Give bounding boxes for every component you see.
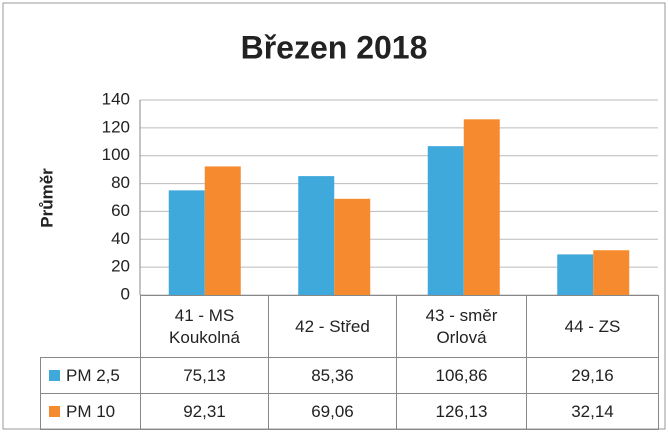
- bar: [557, 254, 594, 295]
- data-table: 41 - MS Koukolná 42 - Střed 43 - směr Orlo…: [40, 295, 659, 430]
- x-tick-label: 41 - MS Koukolná: [140, 295, 269, 358]
- bar: [298, 176, 335, 295]
- y-axis-label: Průměr: [37, 168, 56, 228]
- legend-label: PM 10: [66, 401, 116, 421]
- x-tick-label: 44 - ZS: [526, 295, 659, 358]
- series-row: PM 10 92,31 69,06 126,13 32,14: [40, 393, 659, 430]
- y-tick-label: 40: [111, 229, 130, 248]
- y-tick-label: 0: [121, 284, 130, 303]
- x-tick-label: 42 - Střed: [268, 295, 397, 358]
- data-label: 126,13: [396, 393, 527, 430]
- x-tick-label: 43 - směr Orlová: [396, 295, 527, 358]
- data-label: 106,86: [396, 357, 527, 394]
- bar: [593, 250, 630, 295]
- bar: [168, 190, 205, 295]
- y-tick-label: 80: [111, 173, 130, 192]
- data-label: 75,13: [140, 357, 269, 394]
- bar: [204, 166, 241, 295]
- data-label: 85,36: [268, 357, 397, 394]
- y-tick-label: 100: [102, 145, 130, 164]
- legend-label: PM 2,5: [66, 365, 120, 385]
- bar: [334, 198, 371, 295]
- y-tick-label: 140: [102, 89, 130, 108]
- legend-item: PM 2,5: [40, 357, 141, 394]
- data-label: 29,16: [526, 357, 659, 394]
- bar: [427, 146, 464, 295]
- bar: [463, 119, 500, 295]
- y-tick-label: 120: [102, 117, 130, 136]
- legend-swatch: [49, 369, 60, 381]
- table-corner: [41, 296, 141, 358]
- legend-swatch: [49, 405, 60, 417]
- legend-item: PM 10: [40, 393, 141, 430]
- data-label: 69,06: [268, 393, 397, 430]
- chart-title: Březen 2018: [241, 29, 428, 65]
- category-row: 41 - MS Koukolná 42 - Střed 43 - směr Orlo…: [41, 295, 659, 358]
- series-row: PM 2,5 75,13 85,36 106,86 29,16: [40, 357, 659, 394]
- y-tick-label: 60: [111, 201, 130, 220]
- y-tick-label: 20: [111, 257, 130, 276]
- data-label: 32,14: [526, 393, 659, 430]
- data-label: 92,31: [140, 393, 269, 430]
